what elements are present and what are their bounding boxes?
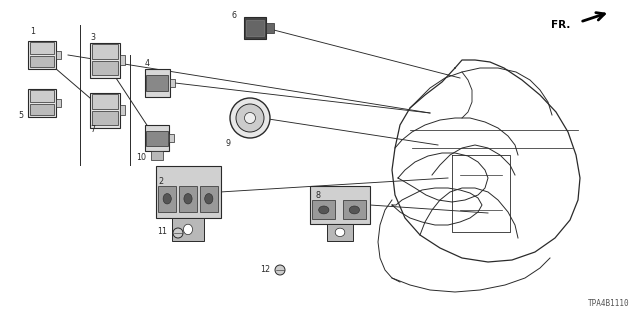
Text: 9: 9 <box>226 139 231 148</box>
Text: 5: 5 <box>18 110 23 119</box>
Bar <box>312 200 335 220</box>
Bar <box>28 89 56 117</box>
Bar <box>90 43 120 77</box>
Bar <box>170 79 175 87</box>
Bar <box>28 41 56 69</box>
Ellipse shape <box>184 224 193 235</box>
Text: 8: 8 <box>315 191 320 201</box>
Ellipse shape <box>244 113 255 124</box>
Ellipse shape <box>349 206 360 214</box>
Bar <box>92 111 118 125</box>
Bar <box>200 186 218 212</box>
Bar <box>266 23 274 33</box>
Bar <box>56 51 61 59</box>
Bar <box>29 90 54 102</box>
Text: FR.: FR. <box>550 20 570 30</box>
Bar <box>29 104 54 115</box>
Ellipse shape <box>184 194 192 204</box>
Ellipse shape <box>236 104 264 132</box>
Ellipse shape <box>230 98 270 138</box>
Ellipse shape <box>275 265 285 275</box>
Text: 7: 7 <box>90 125 95 134</box>
Bar <box>145 69 170 97</box>
Text: 12: 12 <box>260 265 270 274</box>
Bar <box>145 125 169 151</box>
Text: TPA4B1110: TPA4B1110 <box>588 299 630 308</box>
Ellipse shape <box>173 228 183 238</box>
Text: 2: 2 <box>158 178 163 187</box>
Bar <box>158 186 176 212</box>
Bar <box>147 131 168 146</box>
Text: 6: 6 <box>232 11 237 20</box>
Bar <box>172 218 204 241</box>
Text: 4: 4 <box>145 59 150 68</box>
Bar <box>120 105 125 115</box>
Ellipse shape <box>335 228 345 236</box>
Bar <box>92 61 118 76</box>
Bar <box>246 20 264 36</box>
Bar <box>146 75 168 92</box>
Text: 11: 11 <box>157 227 167 236</box>
Bar <box>169 134 174 142</box>
Bar <box>156 166 221 218</box>
Ellipse shape <box>163 194 172 204</box>
Bar <box>120 55 125 65</box>
Bar <box>92 94 118 108</box>
Bar <box>310 186 370 224</box>
Ellipse shape <box>205 194 213 204</box>
Bar <box>29 56 54 67</box>
Bar <box>29 42 54 54</box>
Text: 1: 1 <box>30 28 35 36</box>
Bar <box>343 200 366 220</box>
Bar <box>56 99 61 107</box>
Text: 10: 10 <box>136 154 146 163</box>
Bar <box>90 92 120 127</box>
Text: 3: 3 <box>90 34 95 43</box>
Bar <box>244 17 266 39</box>
Bar <box>92 44 118 59</box>
Bar <box>327 224 353 241</box>
Ellipse shape <box>319 206 329 214</box>
Bar <box>179 186 197 212</box>
Bar <box>151 151 163 160</box>
